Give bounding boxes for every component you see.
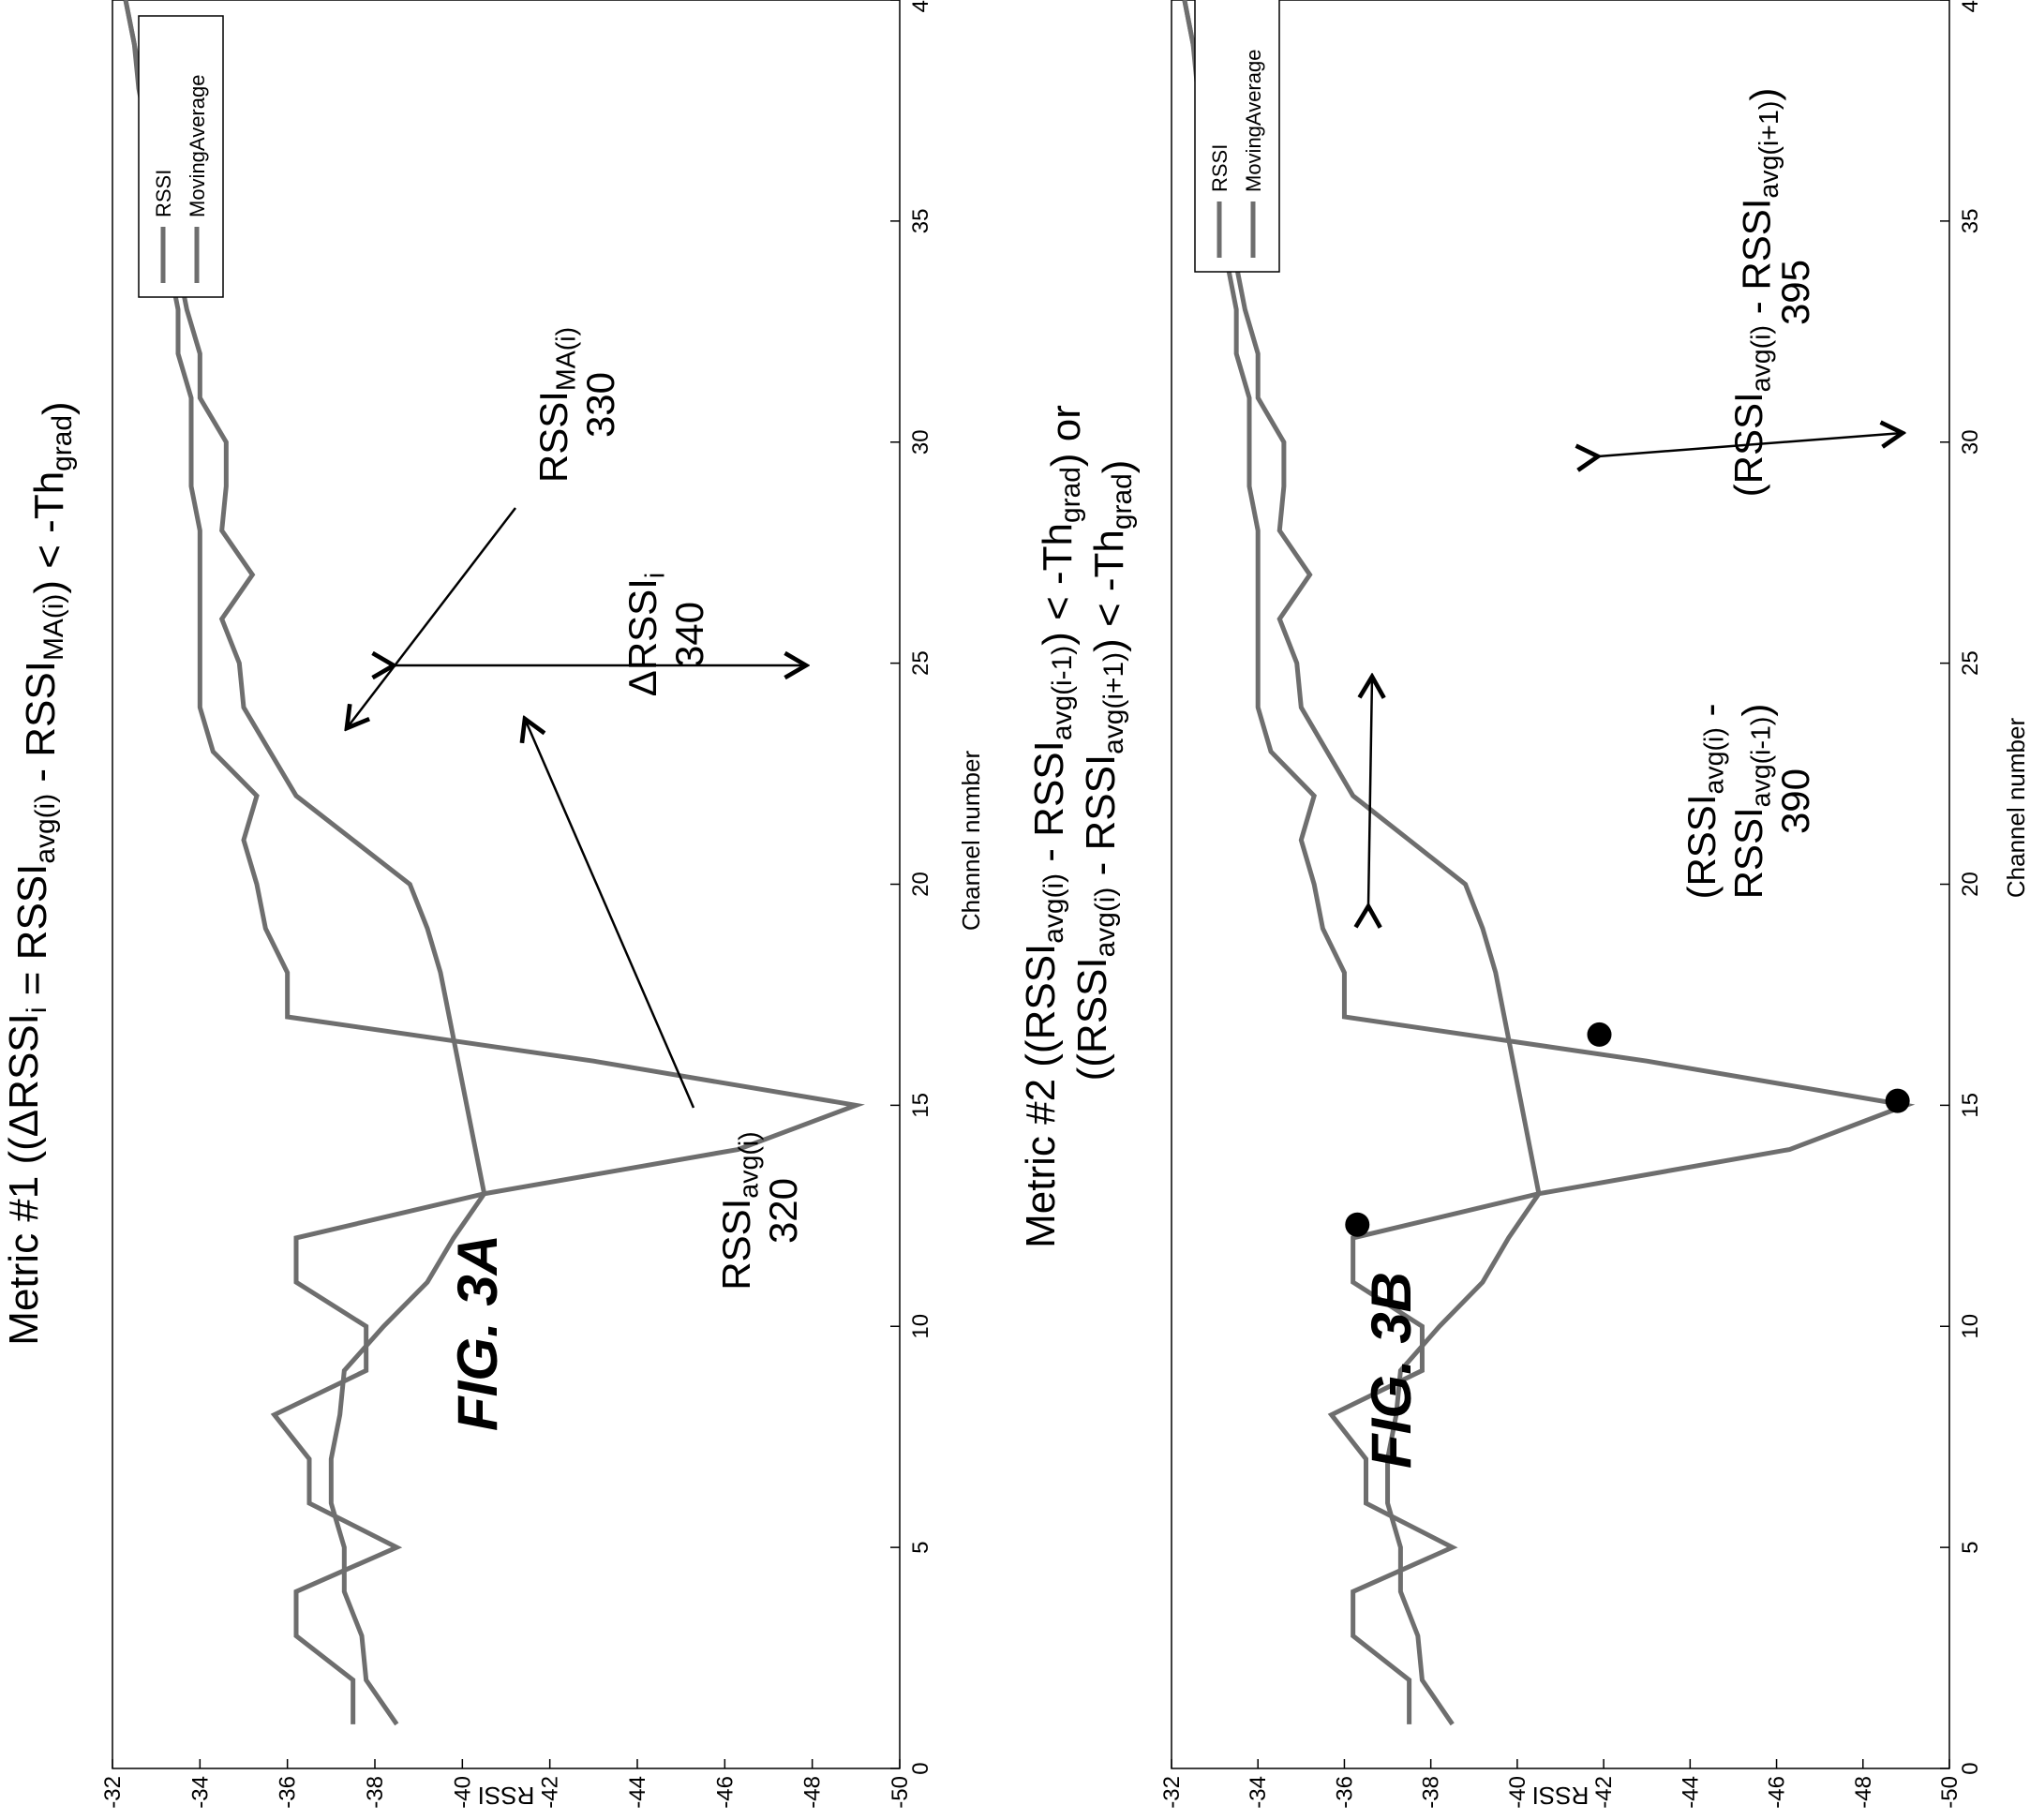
- annotation-395-number: 395: [1773, 260, 1817, 325]
- series-line-rssi: [123, 0, 865, 1724]
- highlighted-point: [1345, 1212, 1370, 1237]
- y-tick-label: -46: [1765, 1776, 1790, 1809]
- y-tick-label: -44: [625, 1776, 650, 1809]
- annotation-390-number: 390: [1773, 768, 1817, 834]
- series-line-rssi: [1182, 0, 1916, 1724]
- x-tick-label: 25: [908, 650, 933, 676]
- y-tick-label: -44: [1678, 1776, 1703, 1809]
- legend: RSSI MovingAverage: [1194, 0, 1280, 273]
- plot-frame: [1171, 0, 1950, 1769]
- figure-3b: Metric #2 ((RSSIavg(i) - RSSIavg(i-1)) <…: [1018, 0, 2030, 1810]
- x-tick-label: 30: [1958, 429, 1983, 455]
- x-tick-label: 5: [1958, 1541, 1983, 1553]
- y-tick-label: -46: [712, 1776, 738, 1809]
- y-tick-label: -34: [1246, 1776, 1271, 1809]
- y-tick-label: -34: [187, 1776, 213, 1809]
- annotation-rssi-ma-label: RSSIMA(i): [531, 327, 582, 483]
- series-group: [1182, 0, 1916, 1726]
- x-tick-label: 20: [908, 872, 933, 897]
- y-axis-label: RSSI: [478, 1782, 535, 1810]
- annotation-390-line1: (RSSIavg(i) -: [1679, 703, 1732, 899]
- x-tick-label: 35: [908, 209, 933, 234]
- y-tick-label: -32: [1159, 1776, 1185, 1809]
- figure-label-3b: FIG. 3B: [1360, 1272, 1423, 1469]
- arrow-to-rssi-avg: [525, 719, 695, 1109]
- y-axis-label: RSSI: [1532, 1782, 1590, 1810]
- series-group: [123, 0, 865, 1726]
- x-tick-label: 20: [1958, 872, 1983, 897]
- y-tick-label: -42: [538, 1776, 563, 1809]
- annotation-340-number: 340: [667, 602, 711, 667]
- legend-label-moving-average: MovingAverage: [1242, 50, 1265, 192]
- x-axis-ticks: 0 5 10 15 20 25 30 35 40 RSSI: [1532, 0, 1983, 1810]
- x-axis-label: Channel number: [957, 751, 985, 932]
- y-axis-ticks: -32 -34 -36 -38 -40 -42 -44 -46 -48 -50: [100, 1759, 913, 1809]
- annotation-rssi-avg-label: RSSIavg(i): [714, 1131, 765, 1290]
- highlighted-point: [1587, 1022, 1612, 1047]
- x-tick-label: 5: [908, 1541, 933, 1553]
- y-tick-label: -50: [888, 1776, 913, 1809]
- y-tick-label: -38: [1419, 1776, 1444, 1809]
- legend-box: [138, 15, 224, 298]
- y-tick-label: -42: [1591, 1776, 1617, 1809]
- arrow-to-rssi-ma: [347, 507, 516, 728]
- y-tick-label: -48: [800, 1776, 826, 1809]
- legend: RSSI MovingAverage: [138, 15, 224, 298]
- y-tick-label: -48: [1851, 1776, 1876, 1809]
- x-tick-label: 15: [908, 1093, 933, 1118]
- y-tick-label: -38: [363, 1776, 388, 1809]
- legend-label-rssi: RSSI: [152, 170, 175, 217]
- y-tick-label: -36: [1332, 1776, 1357, 1809]
- chart-title: Metric #1 ((ΔRSSIi = RSSIavg(i) - RSSIMA…: [1, 401, 81, 1345]
- y-tick-label: -40: [450, 1776, 475, 1809]
- annotation-320-number: 320: [761, 1178, 805, 1244]
- x-tick-label: 0: [908, 1762, 933, 1774]
- x-tick-label: 0: [1958, 1762, 1983, 1774]
- plot-frame: [112, 0, 901, 1769]
- figure-3a: Metric #1 ((ΔRSSIi = RSSIavg(i) - RSSIMA…: [1, 0, 985, 1810]
- legend-label-rssi: RSSI: [1208, 144, 1231, 192]
- x-tick-label: 35: [1958, 209, 1983, 234]
- highlighted-points: [1345, 1022, 1910, 1237]
- annotation-330-number: 330: [578, 372, 622, 438]
- series-line-movingaverage: [1182, 0, 1542, 1726]
- x-tick-label: 30: [908, 429, 933, 455]
- x-tick-label: 40: [1958, 0, 1983, 12]
- chart-title-line2: ((RSSIavg(i) - RSSIavg(i+1)) < -Thgrad): [1069, 460, 1141, 1082]
- x-tick-label: 10: [1958, 1314, 1983, 1339]
- annotation-390-line2: RSSIavg(i-1)): [1726, 704, 1779, 900]
- x-axis-ticks: 0 5 10 15 20 25 30 35 40 RSSI: [478, 0, 933, 1810]
- legend-box: [1194, 0, 1280, 273]
- chart-title-line1: Metric #2 ((RSSIavg(i) - RSSIavg(i-1)) <…: [1018, 405, 1089, 1248]
- x-tick-label: 15: [1958, 1093, 1983, 1118]
- highlighted-point: [1885, 1088, 1910, 1113]
- arrow-395: [1598, 433, 1903, 456]
- figure-label-3a: FIG. 3A: [446, 1234, 509, 1431]
- x-tick-label: 25: [1958, 650, 1983, 676]
- x-tick-label: 10: [908, 1314, 933, 1339]
- y-tick-label: -40: [1505, 1776, 1530, 1809]
- annotation-delta-rssi-label: ΔRSSIi: [620, 573, 671, 696]
- y-axis-ticks: -32 -34 -36 -38 -40 -42 -44 -46 -48 -50: [1159, 1759, 1963, 1809]
- y-tick-label: -32: [100, 1776, 126, 1809]
- x-tick-label: 40: [908, 0, 933, 12]
- y-tick-label: -36: [276, 1776, 301, 1809]
- y-tick-label: -50: [1937, 1776, 1963, 1809]
- x-axis-label: Channel number: [2002, 718, 2030, 899]
- legend-label-moving-average: MovingAverage: [186, 75, 209, 217]
- arrow-390: [1368, 677, 1372, 906]
